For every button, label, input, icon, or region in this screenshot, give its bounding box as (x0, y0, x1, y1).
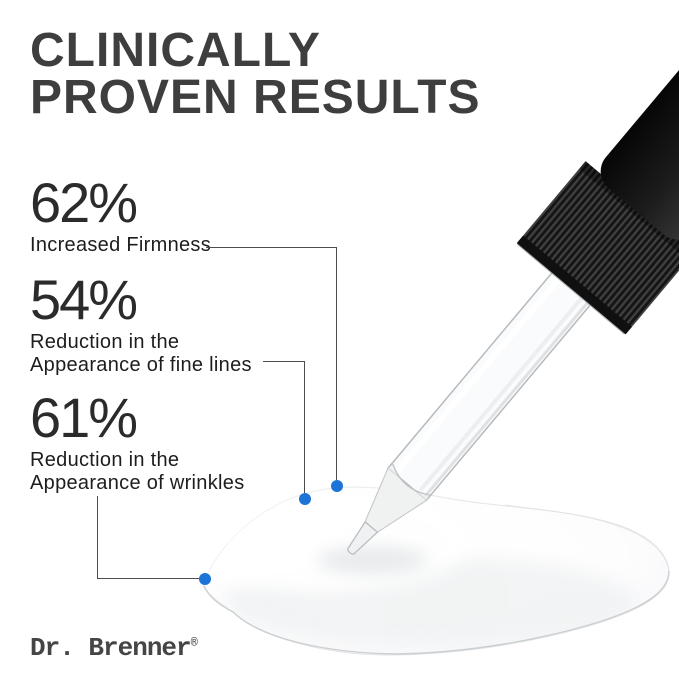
stat-firmness: 62% Increased Firmness (30, 175, 211, 257)
leader-line-wrinkles-vertical (97, 496, 98, 579)
leader-line-wrinkles-horizontal (97, 578, 199, 579)
stat-value-wrinkles: 61% (30, 386, 138, 449)
callout-dot-firmness (331, 480, 343, 492)
serum-puddle (202, 486, 670, 656)
pipette-tip (347, 521, 379, 555)
leader-line-fine-lines-vertical (304, 361, 305, 493)
stat-value-fine-lines: 54% (30, 268, 138, 331)
stat-value-firmness: 62% (30, 171, 138, 234)
liquid-meniscus (392, 463, 430, 496)
serum-liquid (365, 464, 429, 533)
stat-fine-lines: 54% Reduction in the Appearance of fine … (30, 272, 252, 377)
stat-label-firmness: Increased Firmness (30, 234, 212, 256)
stat-label-wrinkles: Reduction in the Appearance of wrinkles (30, 449, 245, 494)
headline: CLINICALLY PROVEN RESULTS (30, 24, 481, 124)
brand-logo: Dr. Brenner® (30, 633, 198, 663)
stat-label-fine-lines: Reduction in the Appearance of fine line… (30, 331, 252, 376)
stat-wrinkles: 61% Reduction in the Appearance of wrink… (30, 390, 245, 495)
leader-line-firmness-vertical (336, 247, 337, 480)
leader-line-firmness-horizontal (206, 247, 337, 248)
registered-trademark-symbol: ® (190, 636, 198, 650)
leader-line-fine-lines-horizontal (263, 361, 305, 362)
brand-name: Dr. Brenner (30, 633, 192, 663)
glass-pipette (347, 269, 594, 555)
callout-dot-fine-lines (299, 493, 311, 505)
serum-dropper (347, 54, 679, 555)
callout-dot-wrinkles (199, 573, 211, 585)
dropper-bulb (600, 54, 679, 240)
dropper-tip-shadow (317, 546, 427, 574)
